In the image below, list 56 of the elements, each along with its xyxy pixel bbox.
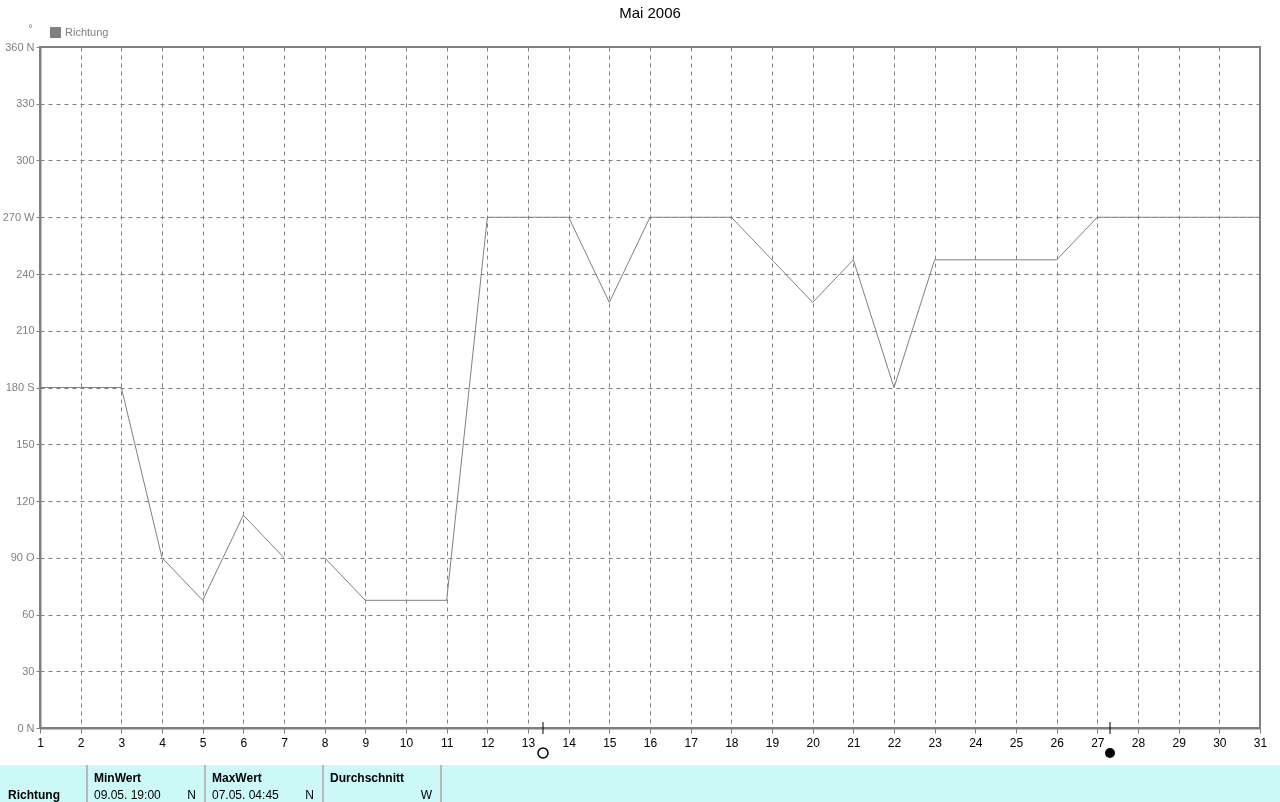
legend-label: Richtung <box>65 25 109 38</box>
x-tick-label: 4 <box>159 735 167 750</box>
x-tick-label: 8 <box>321 735 329 750</box>
x-tick-label: 22 <box>887 735 902 750</box>
x-tick-label: 18 <box>725 735 739 750</box>
y-tick-label: 30 <box>22 664 35 677</box>
x-tick-label: 30 <box>1213 735 1227 750</box>
x-tick-label: 26 <box>1050 735 1065 750</box>
text: 09.05. 19:00 <box>94 788 161 802</box>
x-tick-label: 24 <box>969 735 983 750</box>
x-tick-label: 16 <box>643 735 658 750</box>
x-tick-label: 11 <box>440 735 454 750</box>
x-tick-label: 23 <box>928 735 943 750</box>
x-tick-label: 25 <box>1009 735 1024 750</box>
y-axis-title: ° <box>28 22 33 34</box>
text: 07.05. 04:45 <box>212 788 279 802</box>
y-tick-label: 90 O <box>10 551 35 564</box>
x-tick-label: 9 <box>362 735 370 750</box>
x-tick-label: 10 <box>399 735 414 750</box>
x-tick-label: 6 <box>240 735 248 750</box>
text: N <box>187 788 196 802</box>
x-tick-label: 13 <box>521 735 536 750</box>
text: Richtung <box>8 788 60 802</box>
y-tick-label: 180 S <box>5 381 35 393</box>
x-tick-label: 14 <box>562 735 577 750</box>
y-tick-label: 60 <box>22 608 35 620</box>
x-tick-label: 31 <box>1253 735 1268 750</box>
x-tick-label: 1 <box>37 735 45 750</box>
y-tick-label: 150 <box>16 437 35 450</box>
x-tick-label: 29 <box>1172 735 1187 750</box>
x-tick-label: 21 <box>847 735 861 750</box>
y-tick-label: 240 <box>16 267 35 280</box>
text: MaxWert <box>212 771 262 785</box>
text: W <box>420 788 432 802</box>
x-tick-label: 28 <box>1131 735 1146 750</box>
y-tick-label: 330 <box>16 97 35 110</box>
chart-title: Mai 2006 <box>619 4 681 21</box>
text: Durchschnitt <box>330 771 405 785</box>
x-tick-label: 15 <box>603 735 617 750</box>
y-tick-label: 120 <box>16 494 35 507</box>
x-tick-label: 7 <box>281 735 289 750</box>
x-tick-label: 27 <box>1091 735 1105 750</box>
text: MinWert <box>94 771 142 785</box>
x-tick-label: 20 <box>806 735 821 750</box>
text: N <box>305 788 314 802</box>
y-tick-label: 270 W <box>2 210 36 223</box>
x-tick-label: 17 <box>684 735 699 750</box>
y-tick-label: 0 N <box>17 721 35 734</box>
x-tick-label: 5 <box>199 735 207 750</box>
x-tick-label: 19 <box>765 735 780 750</box>
y-tick-label: 360 N <box>5 40 35 53</box>
y-tick-label: 300 <box>16 154 35 166</box>
x-tick-label: 12 <box>481 735 495 750</box>
x-tick-label: 3 <box>118 735 126 750</box>
y-tick-label: 210 <box>16 324 35 337</box>
x-tick-label: 2 <box>77 735 85 750</box>
